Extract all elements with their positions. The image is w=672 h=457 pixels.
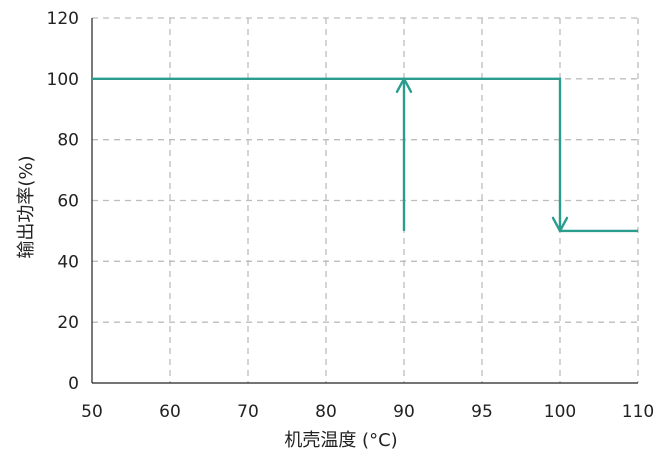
ticks: 50 60 70 80 90 95 100 110 0 20 40 60 80 100 120 (47, 9, 655, 422)
x-tick-label: 95 (471, 402, 493, 422)
grid (92, 17, 639, 383)
y-tick-label: 120 (47, 9, 79, 29)
y-tick-label: 0 (68, 374, 79, 394)
y-tick-label: 20 (57, 313, 79, 333)
y-tick-label: 100 (47, 70, 79, 90)
y-tick-label: 40 (57, 252, 79, 272)
x-tick-label: 80 (315, 402, 337, 422)
x-tick-label: 90 (393, 402, 415, 422)
arrow-head (395, 77, 413, 94)
series (92, 77, 638, 233)
x-axis-label: 机壳温度 (°C) (284, 430, 397, 451)
x-tick-label: 110 (622, 402, 654, 422)
y-axis-label: 输出功率(%) (16, 155, 37, 258)
x-tick-label: 50 (81, 402, 103, 422)
arrow-head (551, 216, 569, 233)
x-tick-label: 100 (544, 402, 576, 422)
series-line (92, 77, 638, 233)
y-tick-label: 60 (57, 192, 79, 212)
x-tick-label: 70 (237, 402, 259, 422)
arrows (395, 77, 569, 233)
x-tick-label: 60 (159, 402, 181, 422)
y-tick-label: 80 (57, 131, 79, 151)
